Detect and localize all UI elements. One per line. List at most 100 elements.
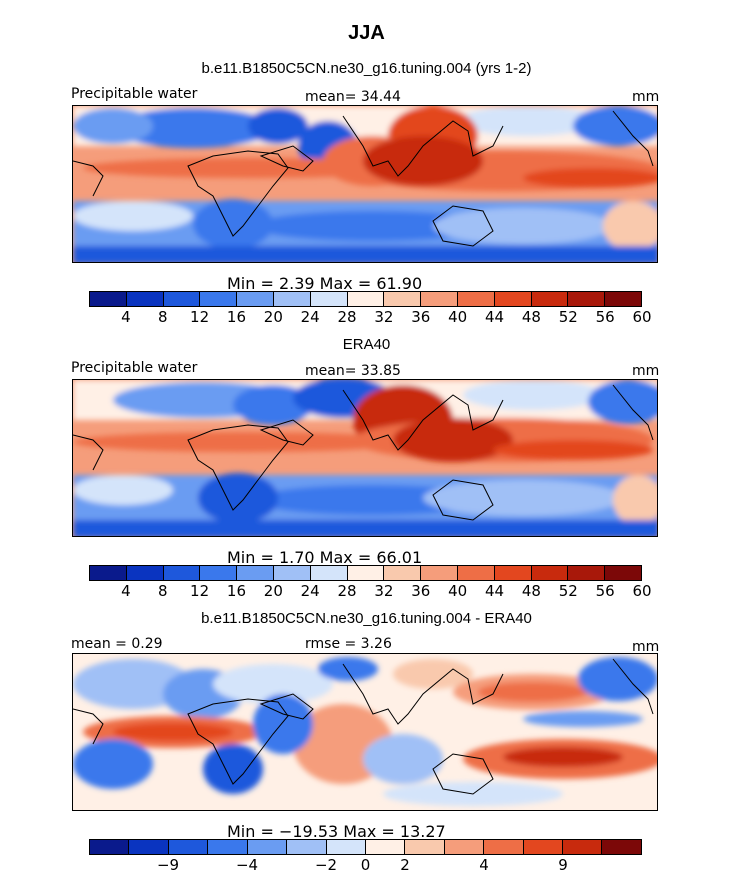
colorbar-swatch xyxy=(163,292,201,306)
colorbar-tick-label: 20 xyxy=(263,308,283,326)
colorbar-tick-label: 56 xyxy=(595,308,615,326)
colorbar-swatch xyxy=(247,840,288,854)
colorbar-swatch xyxy=(602,840,641,854)
colorbar-tick-label: 4 xyxy=(479,856,489,874)
panel-2-map xyxy=(72,379,658,537)
colorbar-tick-label: 56 xyxy=(595,582,615,600)
colorbar-tick-label: 60 xyxy=(632,582,652,600)
panel-2-variable-label: Precipitable water xyxy=(71,360,198,376)
colorbar-swatch xyxy=(605,566,641,580)
colorbar-swatch xyxy=(494,566,532,580)
colorbar-tick-label: 28 xyxy=(337,582,357,600)
colorbar-tick-label: 36 xyxy=(411,582,431,600)
panel-3-min-max: Min = −19.53 Max = 13.27 xyxy=(227,822,446,841)
colorbar-tick-label: −2 xyxy=(314,856,338,874)
colorbar-tick-label: 4 xyxy=(121,308,131,326)
colorbar-swatch xyxy=(273,292,311,306)
panel-3-rmse-label: rmse = 3.26 xyxy=(305,636,392,652)
colorbar-swatch xyxy=(384,566,422,580)
colorbar-tick-label: 44 xyxy=(484,582,505,600)
colorbar-swatch xyxy=(237,292,274,306)
colorbar-tick-label: −9 xyxy=(156,856,180,874)
colorbar-tick-label: 12 xyxy=(190,308,210,326)
panel-1-units-label: mm xyxy=(632,89,660,105)
colorbar-swatch xyxy=(384,292,422,306)
main-title: JJA xyxy=(348,22,385,44)
panel-3-mean-label: mean = 0.29 xyxy=(71,636,163,652)
colorbar-swatch xyxy=(310,292,348,306)
panel-1-title: b.e11.B1850C5CN.ne30_g16.tuning.004 (yrs… xyxy=(201,60,532,77)
colorbar-tick-label: 9 xyxy=(558,856,568,874)
colorbar-tick-label: 24 xyxy=(300,308,320,326)
colorbar-tick-label: 0 xyxy=(360,856,371,874)
colorbar-swatch xyxy=(168,840,209,854)
panel-3-colorbar xyxy=(89,839,642,855)
panel-2-colorbar-ticks: 4 8 12 16 20 24 28 32 36 40 44 48 52 56 60 xyxy=(0,582,733,602)
colorbar-swatch xyxy=(90,566,127,580)
colorbar-tick-label: 8 xyxy=(157,308,168,326)
colorbar-tick-label: 52 xyxy=(558,582,578,600)
colorbar-swatch xyxy=(310,566,348,580)
colorbar-swatch xyxy=(208,840,248,854)
colorbar-tick-label: 40 xyxy=(448,308,468,326)
colorbar-swatch xyxy=(568,566,606,580)
panel-2-title: ERA40 xyxy=(342,336,391,353)
colorbar-swatch xyxy=(326,840,366,854)
panel-1-map xyxy=(72,105,658,263)
panel-1-mean-label: mean= 34.44 xyxy=(305,89,401,105)
panel-3-map xyxy=(72,653,658,811)
colorbar-tick-label: 44 xyxy=(484,308,505,326)
panel-2-mean-label: mean= 33.85 xyxy=(305,363,401,379)
colorbar-tick-label: 60 xyxy=(632,308,652,326)
colorbar-swatch xyxy=(365,840,406,854)
colorbar-swatch xyxy=(494,292,532,306)
colorbar-tick-label: 36 xyxy=(411,308,431,326)
colorbar-swatch xyxy=(484,840,524,854)
colorbar-swatch xyxy=(237,566,274,580)
colorbar-tick-label: 48 xyxy=(521,308,541,326)
colorbar-tick-label: 12 xyxy=(190,582,210,600)
colorbar-swatch xyxy=(200,292,238,306)
colorbar-swatch xyxy=(405,840,445,854)
colorbar-tick-label: 16 xyxy=(226,582,246,600)
colorbar-swatch xyxy=(287,840,327,854)
colorbar-swatch xyxy=(200,566,238,580)
colorbar-swatch xyxy=(163,566,201,580)
colorbar-tick-label: 32 xyxy=(374,308,394,326)
colorbar-swatch xyxy=(523,840,564,854)
panel-2-min-max: Min = 1.70 Max = 66.01 xyxy=(227,548,423,567)
panel-2-colorbar xyxy=(89,565,642,581)
colorbar-tick-label: 40 xyxy=(448,582,468,600)
colorbar-tick-label: 48 xyxy=(521,582,541,600)
colorbar-tick-label: 2 xyxy=(400,856,410,874)
colorbar-swatch xyxy=(129,840,169,854)
colorbar-tick-label: 8 xyxy=(157,582,168,600)
colorbar-tick-label: 52 xyxy=(558,308,578,326)
colorbar-swatch xyxy=(531,292,569,306)
colorbar-swatch xyxy=(273,566,311,580)
colorbar-tick-label: 16 xyxy=(226,308,246,326)
panel-1-colorbar-ticks: 4 8 12 16 20 24 28 32 36 40 44 48 52 56 60 xyxy=(0,308,733,328)
panel-1-variable-label: Precipitable water xyxy=(71,86,198,102)
panel-2-units-label: mm xyxy=(632,363,660,379)
colorbar-swatch xyxy=(421,292,458,306)
colorbar-swatch xyxy=(457,566,495,580)
panel-3-title: b.e11.B1850C5CN.ne30_g16.tuning.004 - ER… xyxy=(201,610,532,627)
colorbar-swatch xyxy=(347,566,385,580)
colorbar-swatch xyxy=(347,292,385,306)
colorbar-tick-label: 20 xyxy=(263,582,283,600)
colorbar-swatch xyxy=(568,292,606,306)
colorbar-swatch xyxy=(126,566,164,580)
colorbar-swatch xyxy=(444,840,485,854)
colorbar-swatch xyxy=(457,292,495,306)
panel-1-colorbar xyxy=(89,291,642,307)
colorbar-tick-label: −4 xyxy=(235,856,259,874)
colorbar-swatch xyxy=(605,292,641,306)
colorbar-swatch xyxy=(563,840,603,854)
colorbar-swatch xyxy=(126,292,164,306)
colorbar-swatch xyxy=(90,292,127,306)
colorbar-swatch xyxy=(90,840,130,854)
panel-1-min-max: Min = 2.39 Max = 61.90 xyxy=(227,274,423,293)
colorbar-tick-label: 32 xyxy=(374,582,394,600)
panel-3-colorbar-ticks: −9 −4 −2 0 2 4 9 xyxy=(0,856,733,876)
